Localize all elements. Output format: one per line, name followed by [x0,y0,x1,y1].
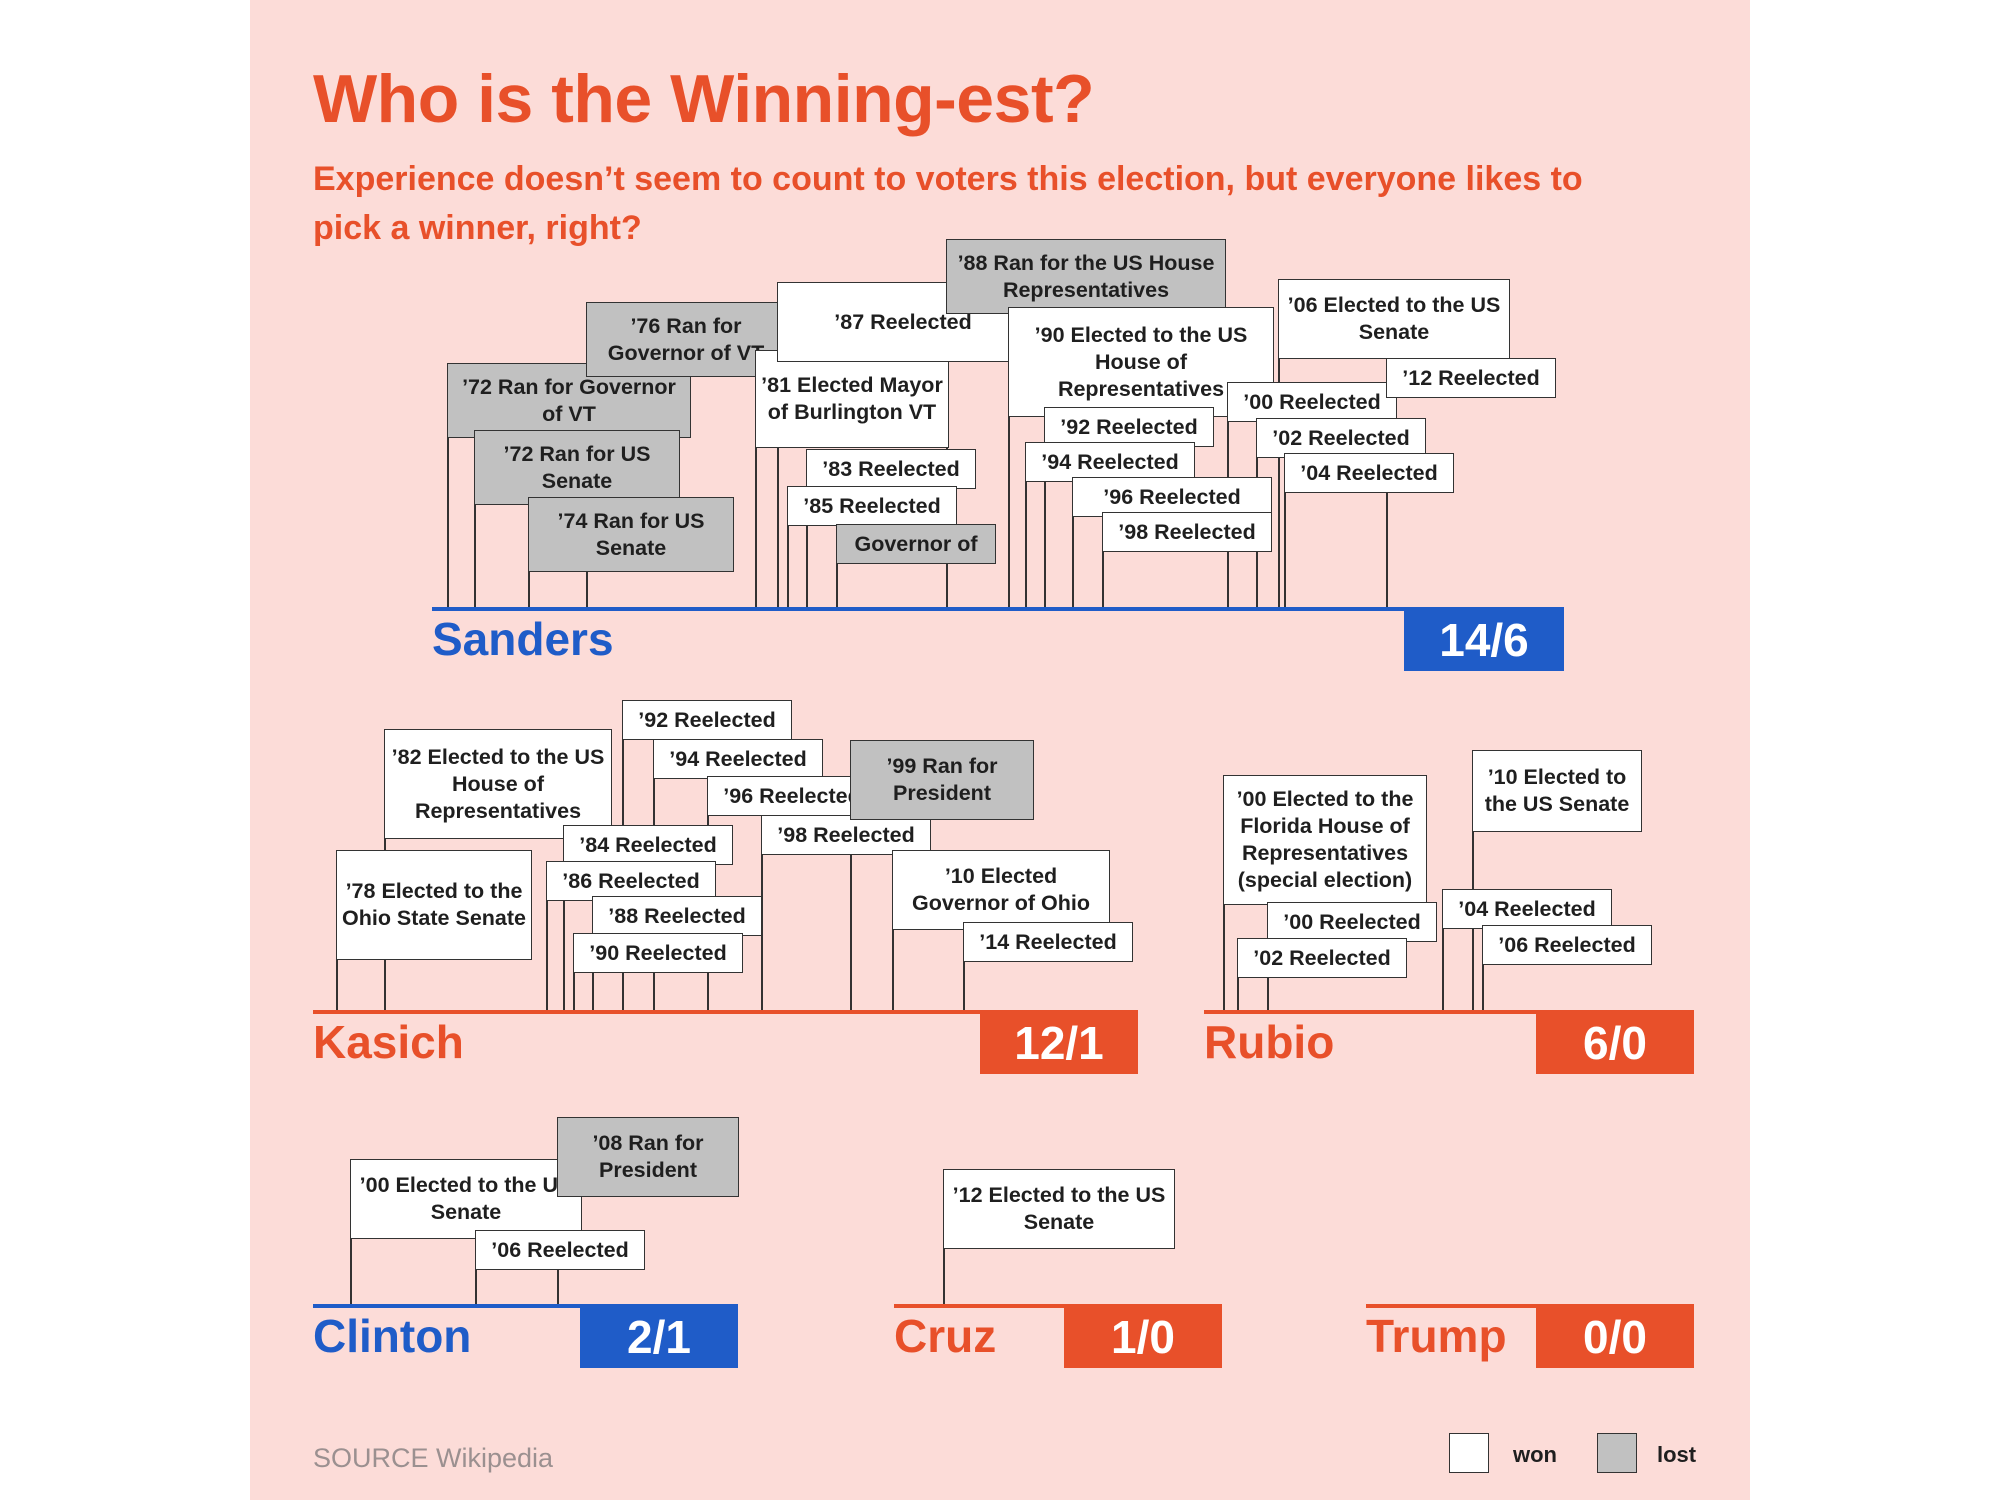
sanders-event-flag: ’06 Elected to the US Senate [1278,279,1510,359]
clinton-event-flag: ’06 Reelected [475,1230,645,1270]
clinton-score: 2/1 [580,1306,738,1368]
kasich-score: 12/1 [980,1012,1138,1074]
legend-swatch-lost [1597,1433,1637,1473]
clinton-event-flag: ’00 Elected to the US Senate [350,1159,582,1239]
kasich-event-flag: ’10 Elected Governor of Ohio [892,850,1110,930]
rubio-event-flag: ’04 Reelected [1442,889,1612,929]
kasich-flag-pole [546,861,548,1012]
clinton-baseline [313,1304,738,1308]
legend-label-lost: lost [1657,1442,1697,1467]
sanders-event-flag: ’74 Ran for US Senate [528,497,734,572]
sanders-event-flag: ’12 Reelected [1386,358,1556,398]
kasich-flag-pole [963,922,965,1012]
cruz-score: 1/0 [1064,1306,1222,1368]
sanders-event-flag: ’72 Ran for Governor of VT [447,363,691,438]
rubio-event-flag: ’10 Elected to the US Senate [1472,750,1642,832]
source-note: SOURCE Wikipedia [313,1443,554,1473]
sanders-event-flag: ’00 Reelected [1227,382,1397,422]
sanders-event-flag: ’85 Reelected [787,486,957,526]
sanders-event-flag: ’76 Ran for Governor of VT [586,302,786,377]
sanders-flag-pole [836,524,838,609]
sanders-event-flag: ’72 Ran for US Senate [474,430,680,505]
clinton-event-flag: ’08 Ran for President [557,1117,739,1197]
sanders-event-flag: ’96 Reelected [1072,477,1272,517]
sanders-score: 14/6 [1404,609,1564,671]
sanders-flag-pole [1008,307,1010,609]
cruz-name: Cruz [894,1310,997,1362]
sanders-event-flag: ’02 Reelected [1256,418,1426,458]
rubio-event-flag: ’02 Reelected [1237,938,1407,978]
sanders-event-flag: ’86 Ran for Governor of VT [836,524,996,564]
legend-swatch-won [1449,1433,1489,1473]
sanders-name: Sanders [432,613,614,665]
rubio-event-flag: ’00 Reelected [1267,902,1437,942]
sanders-event-flag: ’81 Elected Mayor of Burlington VT [755,350,949,448]
kasich-event-flag: ’99 Ran for President [850,740,1034,820]
sanders-flag-pole [806,449,808,609]
sanders-flag-pole [787,486,789,609]
sanders-flag-pole [474,430,476,609]
sanders-event-flag: ’83 Reelected [806,449,976,489]
clinton-name: Clinton [313,1310,472,1362]
rubio-score: 6/0 [1536,1012,1694,1074]
rubio-name: Rubio [1204,1016,1335,1068]
kasich-event-flag: ’84 Reelected [563,825,733,865]
sanders-flag-pole [1102,512,1104,609]
trump-name: Trump [1366,1310,1507,1362]
sanders-event-flag: ’88 Ran for the US House Representatives [946,239,1226,314]
sanders-baseline [432,607,1564,611]
kasich-flag-pole [563,825,565,1012]
kasich-name: Kasich [313,1016,464,1068]
rubio-flag-pole [1472,750,1474,1012]
kasich-event-flag: ’14 Reelected [963,922,1133,962]
kasich-event-flag: ’92 Reelected [622,700,792,740]
sanders-flag-pole [447,363,449,609]
rubio-event-flag: ’06 Reelected [1482,925,1652,965]
legend-label-won: won [1513,1442,1557,1467]
sanders-flag-pole [1284,453,1286,609]
rubio-baseline [1204,1010,1694,1014]
sanders-event-flag: ’90 Elected to the US House of Represent… [1008,307,1274,417]
sanders-flag-pole [1072,477,1074,609]
kasich-flag-pole [892,850,894,1012]
sanders-flag-pole [755,350,757,609]
kasich-event-flag: ’78 Elected to the Ohio State Senate [336,850,532,960]
sanders-event-flag: ’98 Reelected [1102,512,1272,552]
cruz-baseline [894,1304,1222,1308]
kasich-event-flag: ’96 Reelected [707,776,877,816]
kasich-event-flag: ’88 Reelected [592,896,762,936]
trump-baseline [1366,1304,1694,1308]
kasich-event-flag: ’82 Elected to the US House of Represent… [384,729,612,839]
sanders-event-flag: ’94 Reelected [1025,442,1195,482]
chart-subtitle: Experience doesn’t seem to count to vote… [313,160,1583,247]
kasich-baseline [313,1010,1138,1014]
sanders-event-flag: ’92 Reelected [1044,407,1214,447]
kasich-flag-pole [850,740,852,1012]
sanders-event-flag: ’04 Reelected [1284,453,1454,493]
kasich-event-flag: ’94 Reelected [653,739,823,779]
kasich-event-flag: ’86 Reelected [546,861,716,901]
chart-title: Who is the Winning-est? [313,61,1095,137]
kasich-event-flag: ’90 Reelected [573,933,743,973]
sanders-flag-pole [1044,407,1046,609]
rubio-flag-pole [1442,889,1444,1012]
rubio-flag-pole [1482,925,1484,1012]
kasich-event-flag: ’98 Reelected [761,815,931,855]
trump-score: 0/0 [1536,1306,1694,1368]
cruz-event-flag: ’12 Elected to the US Senate [943,1169,1175,1249]
sanders-flag-pole [1025,442,1027,609]
rubio-event-flag: ’00 Elected to the Florida House of Repr… [1223,775,1427,905]
